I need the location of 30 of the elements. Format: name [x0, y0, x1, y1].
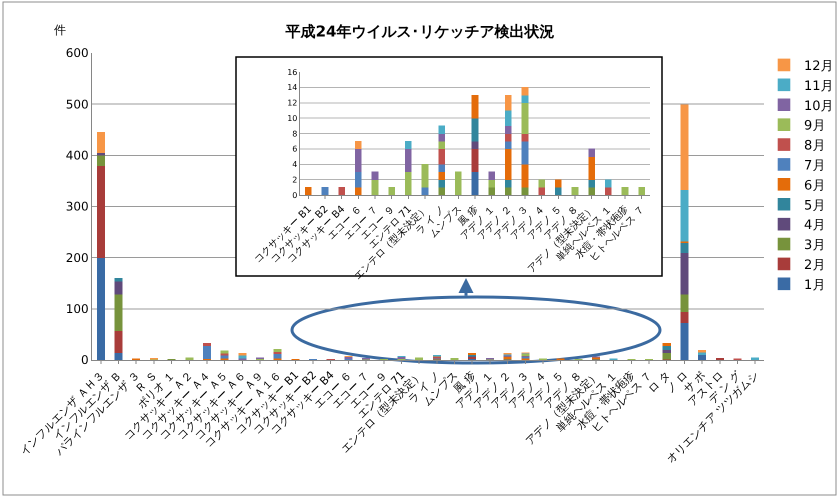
- y-tick-label: 100: [66, 302, 89, 316]
- y-tick-label: 16: [287, 68, 298, 77]
- y-tick-label: 2: [292, 175, 298, 184]
- legend-label: 4月: [804, 218, 826, 234]
- legend-label: 1月: [804, 278, 826, 293]
- y-tick-label: 500: [66, 97, 89, 112]
- legend-label: 7月: [804, 158, 826, 174]
- y-tick-label: 0: [292, 190, 298, 200]
- y-tick-label: 8: [292, 129, 298, 138]
- y-tick-label: 400: [66, 148, 89, 163]
- legend-label: 12月: [804, 59, 834, 74]
- legend-label: 9月: [804, 118, 826, 134]
- legend-label: 8月: [804, 138, 826, 154]
- legend-label: 5月: [804, 198, 826, 214]
- legend-label: 2月: [804, 258, 826, 274]
- y-tick-label: 200: [66, 250, 89, 265]
- legend-label: 10月: [804, 98, 834, 114]
- y-tick-label: 14: [287, 83, 298, 92]
- y-tick-label: 12: [287, 98, 298, 108]
- chart-title: 平成24年ウイルス･リケッチア検出状況: [284, 22, 554, 40]
- legend-label: 3月: [804, 238, 826, 254]
- y-tick-label: 300: [66, 200, 89, 214]
- y-tick-label: 6: [292, 144, 298, 154]
- legend-label: 11月: [804, 78, 834, 94]
- legend-label: 6月: [804, 178, 826, 194]
- y-axis-title: 件: [54, 23, 66, 37]
- y-tick-label: 0: [80, 353, 89, 368]
- y-tick-label: 10: [287, 114, 298, 123]
- y-tick-label: 600: [66, 46, 89, 60]
- y-tick-label: 4: [292, 160, 298, 170]
